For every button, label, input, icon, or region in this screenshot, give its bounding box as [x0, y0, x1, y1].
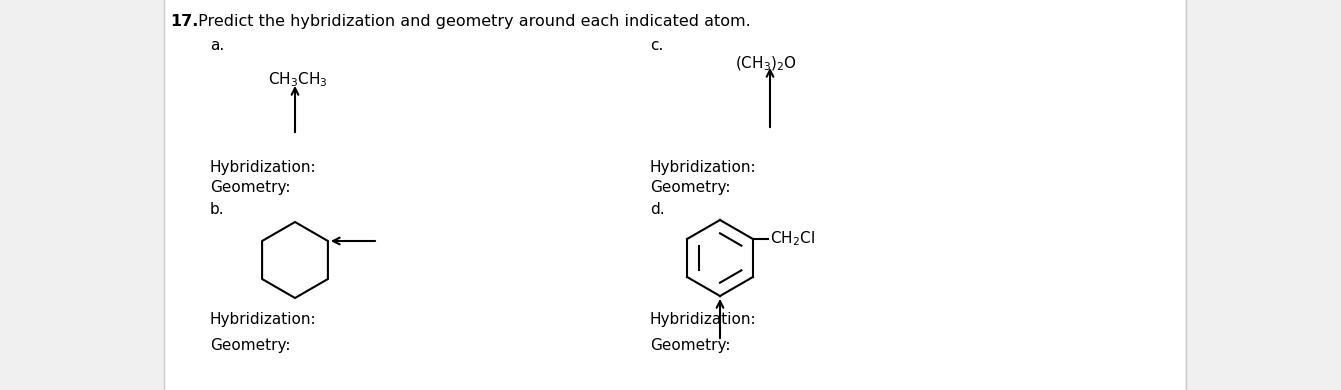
Text: Hybridization:: Hybridization:: [211, 160, 316, 175]
Text: d.: d.: [650, 202, 665, 217]
Text: Predict the hybridization and geometry around each indicated atom.: Predict the hybridization and geometry a…: [193, 14, 751, 29]
Text: Hybridization:: Hybridization:: [650, 160, 756, 175]
Text: 17.: 17.: [170, 14, 198, 29]
Text: CH$_3$CH$_3$: CH$_3$CH$_3$: [268, 70, 327, 89]
Text: Geometry:: Geometry:: [650, 180, 731, 195]
Text: (CH$_3$)$_2$O: (CH$_3$)$_2$O: [735, 55, 797, 73]
FancyBboxPatch shape: [165, 0, 1185, 390]
Text: Hybridization:: Hybridization:: [211, 312, 316, 327]
Text: Geometry:: Geometry:: [211, 180, 291, 195]
Text: Geometry:: Geometry:: [650, 338, 731, 353]
Text: Geometry:: Geometry:: [211, 338, 291, 353]
Text: CH$_2$Cl: CH$_2$Cl: [770, 230, 815, 248]
Text: c.: c.: [650, 38, 664, 53]
Text: a.: a.: [211, 38, 224, 53]
Text: b.: b.: [211, 202, 225, 217]
Text: Hybridization:: Hybridization:: [650, 312, 756, 327]
